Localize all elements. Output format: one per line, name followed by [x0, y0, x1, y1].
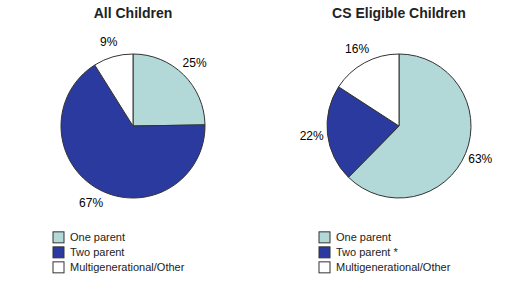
legend-label: One parent [336, 231, 391, 243]
pie [61, 54, 205, 198]
figure: All Children 25% 67% 9% One parent Two parent… [0, 0, 532, 297]
legend-item: One parent [319, 231, 391, 243]
legend-swatch [53, 232, 64, 243]
legend-swatch [53, 262, 64, 273]
data-label: 16% [345, 42, 369, 56]
pie-slice [95, 54, 133, 126]
legend-swatch [319, 262, 330, 273]
chart-title: All Children [94, 5, 173, 21]
legend-swatch [53, 247, 64, 258]
legend-item: Two parent [53, 246, 124, 258]
legend-label: Multigenerational/Other [70, 261, 185, 273]
legend-item: Multigenerational/Other [53, 261, 185, 273]
legend-label: One parent [70, 231, 125, 243]
data-label: 63% [468, 152, 492, 166]
chart-title: CS Eligible Children [332, 5, 466, 21]
chart-root: All Children 25% 67% 9% One parent Two parent… [0, 0, 532, 297]
legend-item: Two parent * [319, 246, 398, 258]
data-label: 67% [79, 196, 103, 210]
pie-panel: CS Eligible Children 63% 22% 16% One parent T… [300, 5, 493, 273]
legend-label: Multigenerational/Other [336, 261, 451, 273]
pie-slice [339, 54, 399, 126]
data-labels: 25% 67% 9% [79, 35, 207, 211]
data-label: 22% [300, 129, 324, 143]
legend-item: Multigenerational/Other [319, 261, 451, 273]
legend-swatch [319, 247, 330, 258]
data-label: 25% [183, 56, 207, 70]
pie [327, 54, 471, 198]
legend-label: Two parent [70, 246, 124, 258]
data-label: 9% [100, 35, 118, 49]
legend-item: One parent [53, 231, 125, 243]
legend-swatch [319, 232, 330, 243]
pie-panel: All Children 25% 67% 9% One parent Two parent… [53, 5, 207, 273]
data-labels: 63% 22% 16% [300, 42, 493, 166]
legend: One parent Two parent * Multigenerational/… [319, 231, 451, 273]
legend-label: Two parent * [336, 246, 398, 258]
legend: One parent Two parent Multigenerational/Ot… [53, 231, 185, 273]
